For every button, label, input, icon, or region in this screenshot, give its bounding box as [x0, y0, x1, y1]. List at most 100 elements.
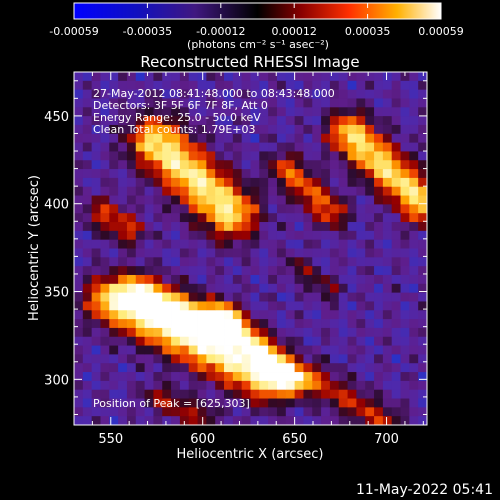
heatmap-cell	[400, 319, 410, 329]
heatmap-cell	[329, 116, 340, 126]
heatmap-cell	[418, 283, 427, 294]
heatmap-cell	[206, 116, 216, 126]
heatmap-cell	[250, 310, 260, 320]
heatmap-cell	[162, 239, 172, 249]
heatmap-cell	[259, 319, 269, 329]
heatmap-cell	[82, 89, 93, 99]
heatmap-cell	[153, 292, 163, 302]
heatmap-cell	[171, 416, 181, 425]
heatmap-cell	[188, 107, 198, 117]
heatmap-cell	[321, 354, 331, 364]
heatmap-cell	[409, 257, 419, 267]
heatmap-cell	[179, 372, 190, 382]
heatmap-cell	[126, 327, 137, 338]
heatmap-cell	[312, 124, 322, 135]
heatmap-cell	[74, 160, 84, 170]
heatmap-cell	[162, 204, 172, 214]
heatmap-cell	[126, 292, 137, 302]
heatmap-cell	[232, 319, 243, 329]
heatmap-cell	[126, 407, 137, 417]
heatmap-cell	[400, 222, 410, 232]
heatmap-cell	[400, 142, 410, 152]
heatmap-cell	[171, 398, 181, 408]
heatmap-cell	[356, 72, 366, 82]
heatmap-cell	[144, 98, 154, 108]
heatmap-cell	[126, 301, 137, 311]
heatmap-cell	[162, 142, 172, 152]
heatmap-cell	[197, 195, 207, 205]
heatmap-cell	[250, 151, 260, 161]
heatmap-cell	[241, 380, 251, 391]
heatmap-cell	[82, 248, 93, 258]
heatmap-cell	[197, 319, 207, 329]
heatmap-cell	[206, 372, 216, 382]
heatmap-cell	[321, 169, 331, 179]
heatmap-cell	[294, 239, 304, 249]
heatmap-cell	[347, 266, 357, 276]
heatmap-cell	[400, 416, 410, 425]
heatmap-cell	[338, 310, 348, 320]
heatmap-cell	[276, 327, 287, 338]
heatmap-cell	[276, 72, 287, 82]
heatmap-cell	[276, 363, 287, 373]
heatmap-cell	[162, 80, 172, 91]
heatmap-cell	[338, 116, 348, 126]
heatmap-cell	[347, 195, 357, 205]
heatmap-cell	[162, 354, 172, 364]
heatmap-cell	[268, 213, 278, 223]
heatmap-cell	[321, 257, 331, 267]
heatmap-cell	[215, 380, 225, 391]
heatmap-cell	[197, 230, 207, 241]
heatmap-cell	[338, 398, 348, 408]
heatmap-cell	[321, 72, 331, 82]
heatmap-cell	[321, 124, 331, 135]
heatmap-cell	[329, 160, 340, 170]
heatmap-cell	[171, 177, 181, 188]
heatmap-cell	[144, 160, 154, 170]
heatmap-cell	[303, 160, 313, 170]
heatmap-cell	[91, 274, 101, 285]
heatmap-cell	[82, 266, 93, 276]
heatmap-cell	[418, 257, 427, 267]
heatmap-cell	[400, 186, 410, 196]
heatmap-cell	[294, 98, 304, 108]
heatmap-cell	[391, 107, 401, 117]
heatmap-cell	[356, 80, 366, 91]
heatmap-cell	[409, 407, 419, 417]
heatmap-cell	[268, 151, 278, 161]
heatmap-cell	[179, 336, 190, 346]
heatmap-cell	[241, 116, 251, 126]
heatmap-cell	[356, 292, 366, 302]
heatmap-cell	[91, 72, 101, 82]
heatmap-cell	[312, 89, 322, 99]
heatmap-cell	[268, 142, 278, 152]
heatmap-cell	[118, 204, 128, 214]
heatmap-cell	[329, 354, 340, 364]
heatmap-cell	[109, 372, 119, 382]
heatmap-cell	[276, 380, 287, 391]
heatmap-cell	[118, 151, 128, 161]
heatmap-cell	[391, 116, 401, 126]
heatmap-cell	[135, 319, 145, 329]
heatmap-cell	[250, 107, 260, 117]
heatmap-cell	[109, 257, 119, 267]
heatmap-cell	[347, 345, 357, 355]
heatmap-cell	[82, 345, 93, 355]
heatmap-cell	[294, 230, 304, 241]
heatmap-cell	[365, 416, 375, 425]
heatmap-cell	[232, 345, 243, 355]
heatmap-cell	[268, 372, 278, 382]
heatmap-cell	[391, 301, 401, 311]
heatmap-cell	[409, 124, 419, 135]
heatmap-cell	[215, 274, 225, 285]
heatmap-cell	[409, 204, 419, 214]
heatmap-cell	[241, 363, 251, 373]
heatmap-cell	[232, 336, 243, 346]
heatmap-cell	[188, 292, 198, 302]
heatmap-cell	[100, 372, 110, 382]
heatmap-cell	[91, 107, 101, 117]
heatmap-cell	[91, 204, 101, 214]
heatmap-cell	[162, 319, 172, 329]
heatmap-cell	[400, 363, 410, 373]
heatmap-cell	[391, 266, 401, 276]
